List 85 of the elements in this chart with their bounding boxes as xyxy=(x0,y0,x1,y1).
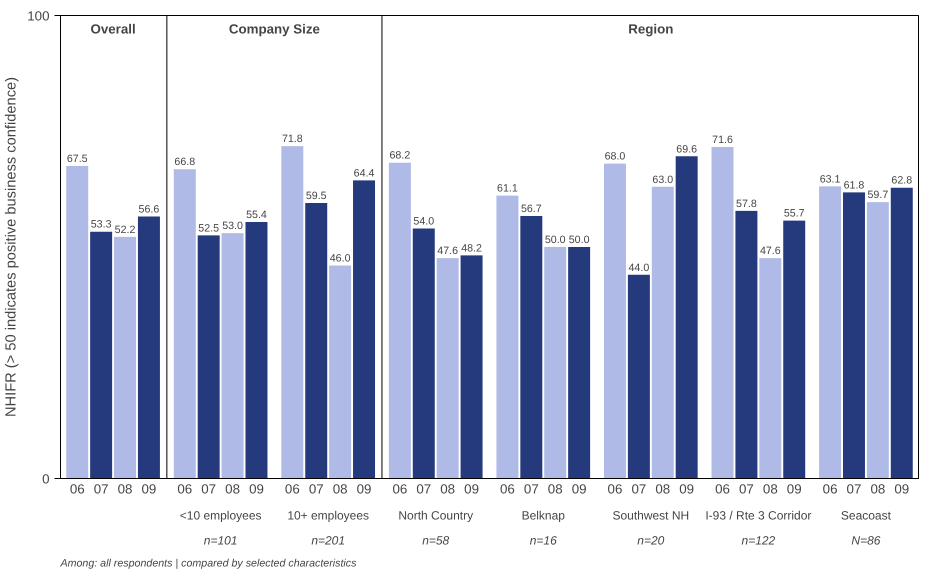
y-tick-label: 100 xyxy=(27,8,50,24)
x-tick-label: 06 xyxy=(284,482,300,496)
x-tick-label: 08 xyxy=(440,482,456,496)
x-tick-label: 07 xyxy=(94,482,109,496)
y-tick-label: 0 xyxy=(42,472,50,486)
data-label: 55.4 xyxy=(246,209,267,221)
x-tick-label: 06 xyxy=(392,482,408,496)
x-tick-label: 08 xyxy=(548,482,563,496)
data-label: 59.7 xyxy=(868,189,888,202)
data-label: 63.1 xyxy=(820,173,841,186)
x-tick-label: 08 xyxy=(870,482,886,496)
text: Southwest NH xyxy=(612,508,690,522)
x-tick-label: 07 xyxy=(631,482,646,496)
text: <10 employees xyxy=(180,508,262,522)
data-label: 59.5 xyxy=(306,190,327,202)
text: Belknap xyxy=(522,508,566,522)
text: 10+ employees xyxy=(287,508,370,522)
data-label: 67.5 xyxy=(66,152,88,165)
x-tick-label: 09 xyxy=(572,482,587,496)
x-tick-label: 07 xyxy=(416,482,432,496)
data-label: 50.0 xyxy=(568,234,590,246)
x-tick-label: 09 xyxy=(894,482,910,496)
annotation: Company Size xyxy=(228,21,320,36)
text: I-93 / Rte 3 Corridor xyxy=(705,508,812,522)
data-label: 54.0 xyxy=(413,215,434,228)
data-label: 48.2 xyxy=(461,242,482,254)
data-label: 47.6 xyxy=(437,245,458,258)
data-label: 69.6 xyxy=(676,143,698,156)
data-label: 71.8 xyxy=(282,133,303,146)
data-label: 52.2 xyxy=(114,224,136,236)
x-tick-label: 08 xyxy=(225,482,240,496)
x-tick-label: 07 xyxy=(201,482,216,496)
text: n=16 xyxy=(530,534,558,548)
data-label: 68.0 xyxy=(604,150,626,163)
x-tick-label: 08 xyxy=(762,482,778,496)
x-tick-label: 07 xyxy=(739,482,754,496)
data-label: 55.7 xyxy=(784,208,805,220)
text: n=201 xyxy=(311,534,346,548)
data-label: 56.7 xyxy=(520,202,542,215)
data-label: 53.0 xyxy=(222,220,244,232)
x-tick-label: 07 xyxy=(524,482,539,496)
x-tick-label: 08 xyxy=(118,482,132,496)
data-label: 68.2 xyxy=(390,150,410,162)
x-tick-label: 09 xyxy=(679,482,694,496)
data-label: 63.0 xyxy=(652,174,674,186)
text: Among: all respondents | compared by selected characteristics xyxy=(60,558,358,570)
text: n=58 xyxy=(422,534,450,548)
annotation: Region xyxy=(628,21,674,36)
data-label: 61.8 xyxy=(844,179,864,192)
annotation: Overall xyxy=(90,21,136,36)
x-tick-label: 08 xyxy=(655,482,670,496)
data-label: 50.0 xyxy=(544,234,566,246)
data-label: 47.6 xyxy=(760,245,781,258)
x-tick-label: 09 xyxy=(249,482,264,496)
text: Seacoast xyxy=(840,508,892,522)
data-label: 71.6 xyxy=(712,134,733,146)
data-label: 53.3 xyxy=(90,218,112,231)
x-tick-label: 07 xyxy=(846,482,862,496)
text: n=122 xyxy=(742,534,776,548)
data-label: 46.0 xyxy=(330,252,351,265)
x-tick-label: 09 xyxy=(786,482,802,496)
data-label: 56.6 xyxy=(138,203,160,216)
x-tick-label: 08 xyxy=(332,482,348,496)
x-tick-label: 06 xyxy=(500,482,515,496)
x-tick-label: 06 xyxy=(608,482,622,496)
data-label: 64.4 xyxy=(354,167,374,180)
x-tick-label: 06 xyxy=(715,482,730,496)
data-label: 66.8 xyxy=(174,156,196,168)
x-tick-label: 09 xyxy=(356,482,372,496)
x-tick-label: 09 xyxy=(464,482,479,496)
x-tick-label: 06 xyxy=(177,482,192,496)
text: North Country xyxy=(398,508,474,522)
text: n=101 xyxy=(204,534,238,548)
data-label: 61.1 xyxy=(497,182,518,195)
text: N=86 xyxy=(851,534,881,548)
data-label: 52.5 xyxy=(198,222,220,234)
x-tick-label: 06 xyxy=(822,482,838,496)
x-tick-label: 06 xyxy=(70,482,85,496)
data-label: 57.8 xyxy=(736,198,757,210)
data-label: 62.8 xyxy=(891,174,912,187)
data-label: 44.0 xyxy=(628,262,650,274)
y-axis-title: NHIFR (> 50 indicates positive business confidence) xyxy=(3,76,20,418)
text: n=20 xyxy=(637,534,665,548)
x-tick-label: 09 xyxy=(142,482,156,496)
x-tick-label: 07 xyxy=(308,482,324,496)
